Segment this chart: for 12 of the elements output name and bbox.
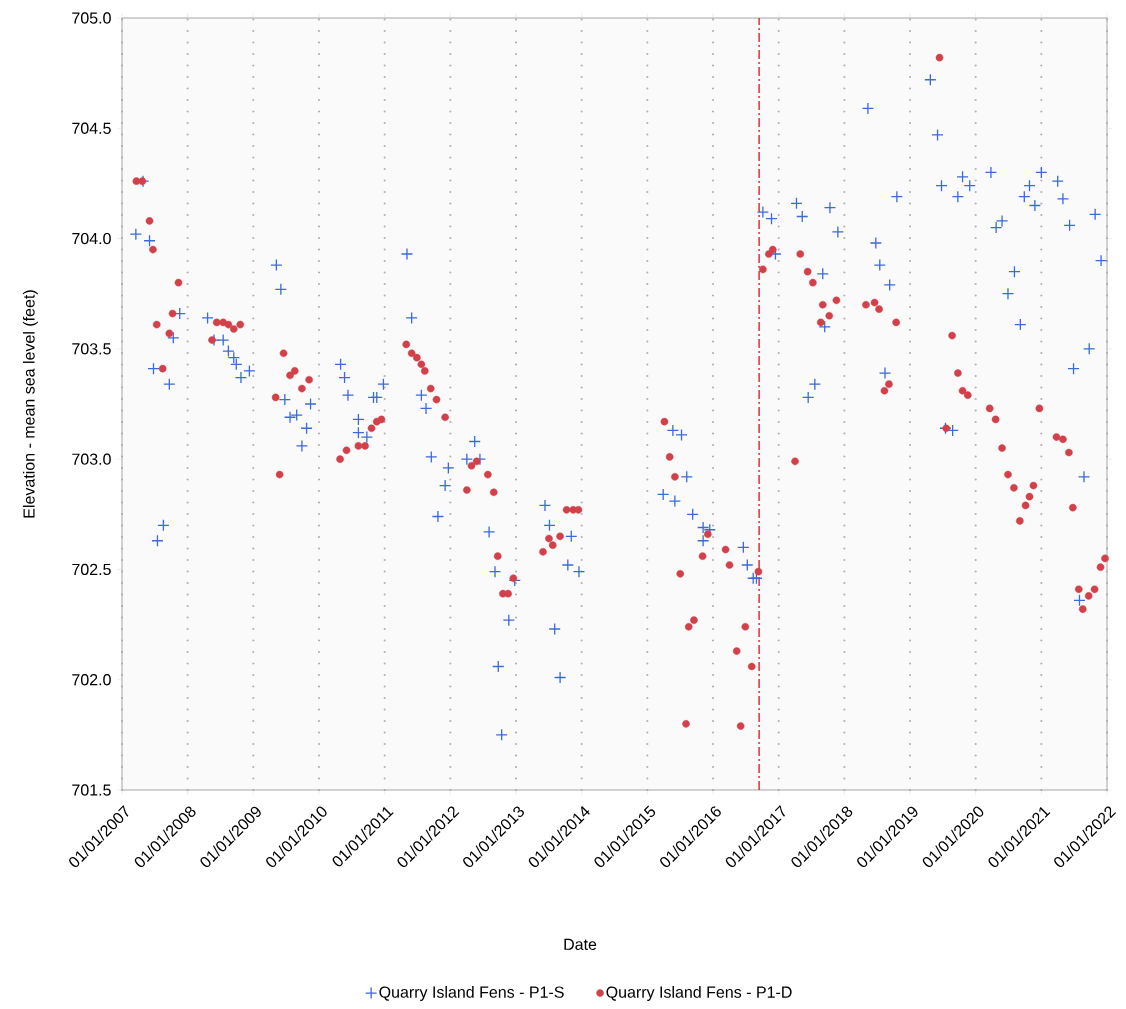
y-tick-label: 705.0 xyxy=(72,12,111,24)
y-tick-label: 704.0 xyxy=(72,232,111,245)
x-axis-title: Date xyxy=(564,938,597,950)
y-tick-label: 701.5 xyxy=(72,784,111,796)
y-axis-title: Elevation - mean sea level (feet) xyxy=(22,290,38,518)
legend-label: Quarry Island Fens - P1-S xyxy=(379,986,564,1001)
y-tick-label: 704.5 xyxy=(72,122,111,134)
y-tick-label: 702.0 xyxy=(72,674,111,686)
legend-label: Quarry Island Fens - P1-D xyxy=(606,986,792,1001)
y-tick-label: 702.5 xyxy=(72,563,111,576)
y-tick-label: 703.0 xyxy=(72,453,111,465)
y-tick-label: 703.5 xyxy=(72,343,111,355)
